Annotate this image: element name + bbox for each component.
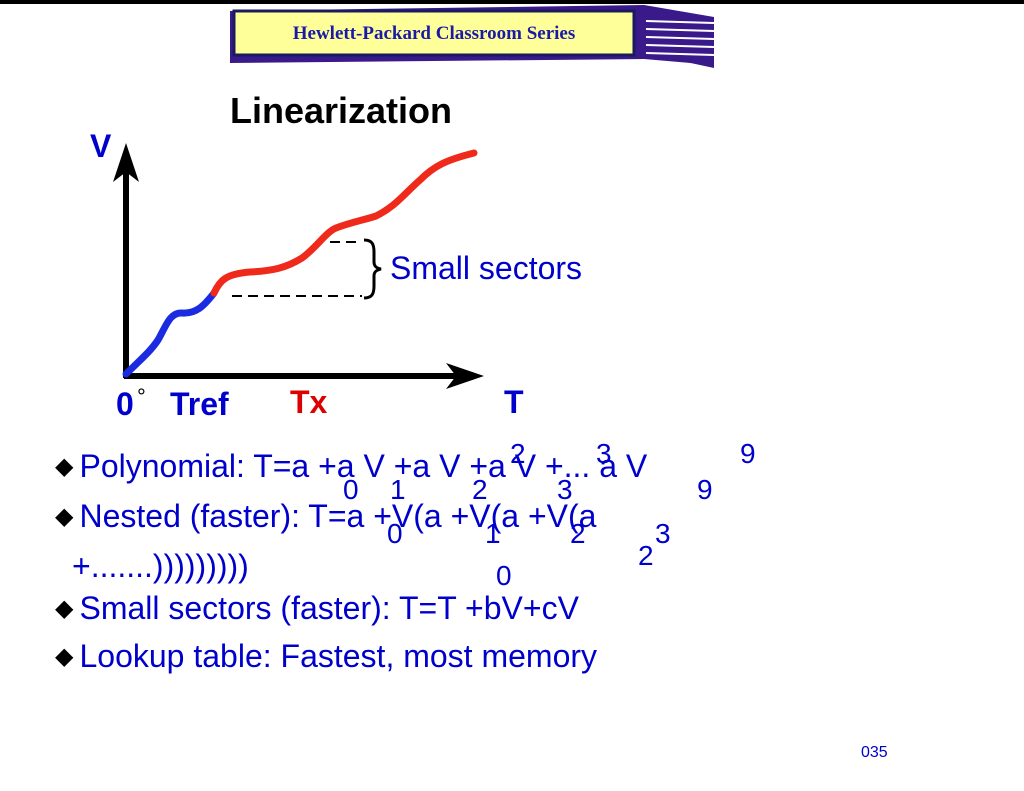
v-axis-label: V [90, 128, 112, 164]
subscript: 3 [655, 518, 671, 549]
degree-symbol: ° [137, 384, 146, 409]
subscript: 2 [570, 518, 586, 549]
bullet-text: Nested (faster): T=a +V(a +V(a +V(a [79, 498, 597, 534]
top-rule [0, 0, 1024, 4]
bullet-small-sectors: ◆ Small sectors (faster): T=T +bV+cV [55, 590, 579, 627]
origin-label: 0 [116, 386, 134, 422]
page-number: 035 [861, 744, 888, 761]
bullet-lookup-table: ◆ Lookup table: Fastest, most memory [55, 638, 597, 675]
bullet-text: Lookup table: Fastest, most memory [79, 638, 598, 674]
small-sectors-label: Small sectors [390, 250, 583, 286]
slide-title: Linearization [230, 90, 453, 131]
bullet-nested-continuation: +.......))))))))) [72, 548, 249, 585]
subscript: 1 [390, 474, 406, 505]
diamond-bullet-icon: ◆ [55, 595, 74, 622]
t-axis-arrow-icon [446, 363, 484, 389]
t-axis-label: T [504, 384, 524, 420]
subscript: 0 [343, 474, 359, 505]
brace-icon [363, 238, 382, 300]
subscript: 1 [485, 518, 501, 549]
high-curve-segment [210, 149, 478, 297]
superscript: 3 [596, 438, 612, 469]
bullet-text: +.......))))))))) [72, 548, 249, 584]
diamond-bullet-icon: ◆ [55, 643, 74, 670]
superscript: 2 [510, 438, 526, 469]
subscript: 9 [697, 474, 713, 505]
tx-label: Tx [290, 384, 328, 420]
v-axis-arrow-icon [113, 143, 139, 182]
low-curve-segment [122, 289, 218, 378]
superscript: 9 [740, 438, 756, 469]
banner-title: Hewlett-Packard Classroom Series [292, 23, 576, 44]
tref-label: Tref [170, 386, 229, 422]
subscript: 2 [472, 474, 488, 505]
book-banner-icon [230, 5, 715, 68]
subscript: 0 [496, 560, 512, 591]
bullet-text: Small sectors (faster): T=T +bV+cV [79, 590, 579, 626]
subscript: 2 [638, 540, 654, 571]
subscript: 0 [387, 518, 403, 549]
bullet-polynomial: ◆ Polynomial: T=a +a V +a V +a V +... a V [55, 448, 647, 485]
bullet-nested: ◆ Nested (faster): T=a +V(a +V(a +V(a [55, 498, 596, 535]
subscript: 3 [557, 474, 573, 505]
bullet-text: Polynomial: T=a +a V +a V +a V +... a V [79, 448, 648, 484]
diamond-bullet-icon: ◆ [55, 453, 74, 480]
series-banner: Hewlett-Packard Classroom Series [226, 3, 726, 83]
diamond-bullet-icon: ◆ [55, 503, 74, 530]
